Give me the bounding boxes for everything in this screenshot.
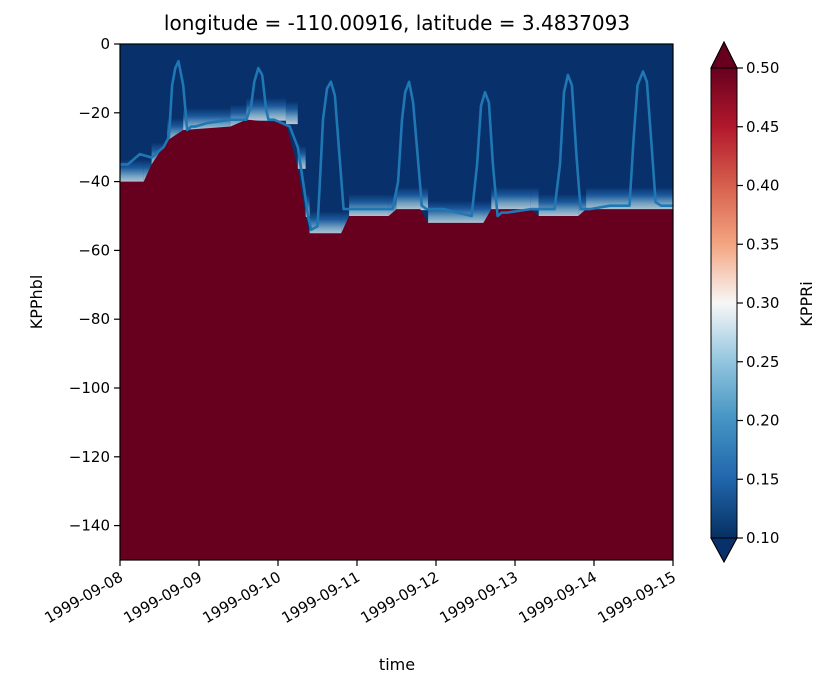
plot-frame <box>119 43 674 561</box>
colorbar-extend-top <box>710 40 738 69</box>
transition-band <box>285 101 298 125</box>
transition-band <box>420 187 429 211</box>
x-tick-label: 1999-09-14 <box>515 568 600 627</box>
colorbar-tick-label: 0.15 <box>746 470 779 488</box>
y-axis: 0 −20 −40 −60 −80 −100 −120 −140 <box>69 35 120 535</box>
plot-area <box>120 44 673 560</box>
colorbar-extend-bottom <box>710 537 738 564</box>
y-tick-label: −100 <box>69 379 110 397</box>
y-axis-label: KPPhbl <box>27 275 46 330</box>
colorbar-tick-label: 0.30 <box>746 294 779 312</box>
colorbar: 0.10 0.15 0.20 0.25 0.30 0.35 0.40 0.45 0.50 KPP… <box>710 40 816 564</box>
chart-title: longitude = -110.00916, latitude = 3.483… <box>164 11 630 35</box>
y-tick-label: −20 <box>78 104 110 122</box>
x-tick-label: 1999-09-13 <box>436 568 521 627</box>
deep-high-ri-region <box>120 119 673 560</box>
x-tick-label: 1999-09-09 <box>120 568 205 627</box>
transition-band <box>309 211 342 235</box>
y-tick-label: 0 <box>100 35 110 53</box>
transition-band <box>341 211 350 235</box>
colorbar-tick-label: 0.50 <box>746 59 779 77</box>
x-axis: 1999-09-081999-09-091999-09-101999-09-11… <box>41 560 679 627</box>
y-tick-label: −80 <box>78 310 110 328</box>
transition-band <box>483 200 492 224</box>
y-tick-label: −40 <box>78 173 110 191</box>
transition-band <box>183 108 231 131</box>
transition-band <box>538 194 579 217</box>
transition-band <box>578 194 587 217</box>
x-tick-label: 1999-09-08 <box>41 568 126 627</box>
x-tick-label: 1999-09-12 <box>357 568 442 627</box>
colorbar-gradient <box>711 68 737 538</box>
colorbar-ticks: 0.10 0.15 0.20 0.25 0.30 0.35 0.40 0.45 0.50 <box>737 59 779 547</box>
colorbar-tick-label: 0.35 <box>746 235 779 253</box>
transition-band <box>396 187 421 211</box>
y-tick-label: −140 <box>69 517 110 535</box>
colorbar-tick-label: 0.10 <box>746 529 779 547</box>
colorbar-tick-label: 0.45 <box>746 118 779 136</box>
x-tick-label: 1999-09-15 <box>594 568 679 627</box>
transition-band <box>297 145 306 169</box>
colorbar-tick-label: 0.20 <box>746 412 779 430</box>
boundary-layer-depth-line <box>120 59 673 232</box>
colorbar-tick-label: 0.40 <box>746 177 779 195</box>
transition-band <box>120 159 144 183</box>
colorbar-tick-label: 0.25 <box>746 353 779 371</box>
y-tick-label: −120 <box>69 448 110 466</box>
x-axis-label: time <box>379 655 415 674</box>
y-tick-label: −60 <box>78 241 110 259</box>
transition-band <box>530 187 539 211</box>
x-tick-label: 1999-09-10 <box>199 568 284 627</box>
colorbar-label: KPPRi <box>797 281 816 326</box>
x-tick-label: 1999-09-11 <box>278 568 363 627</box>
transition-band <box>349 194 389 217</box>
transition-band <box>143 159 152 183</box>
transition-band <box>491 187 531 211</box>
